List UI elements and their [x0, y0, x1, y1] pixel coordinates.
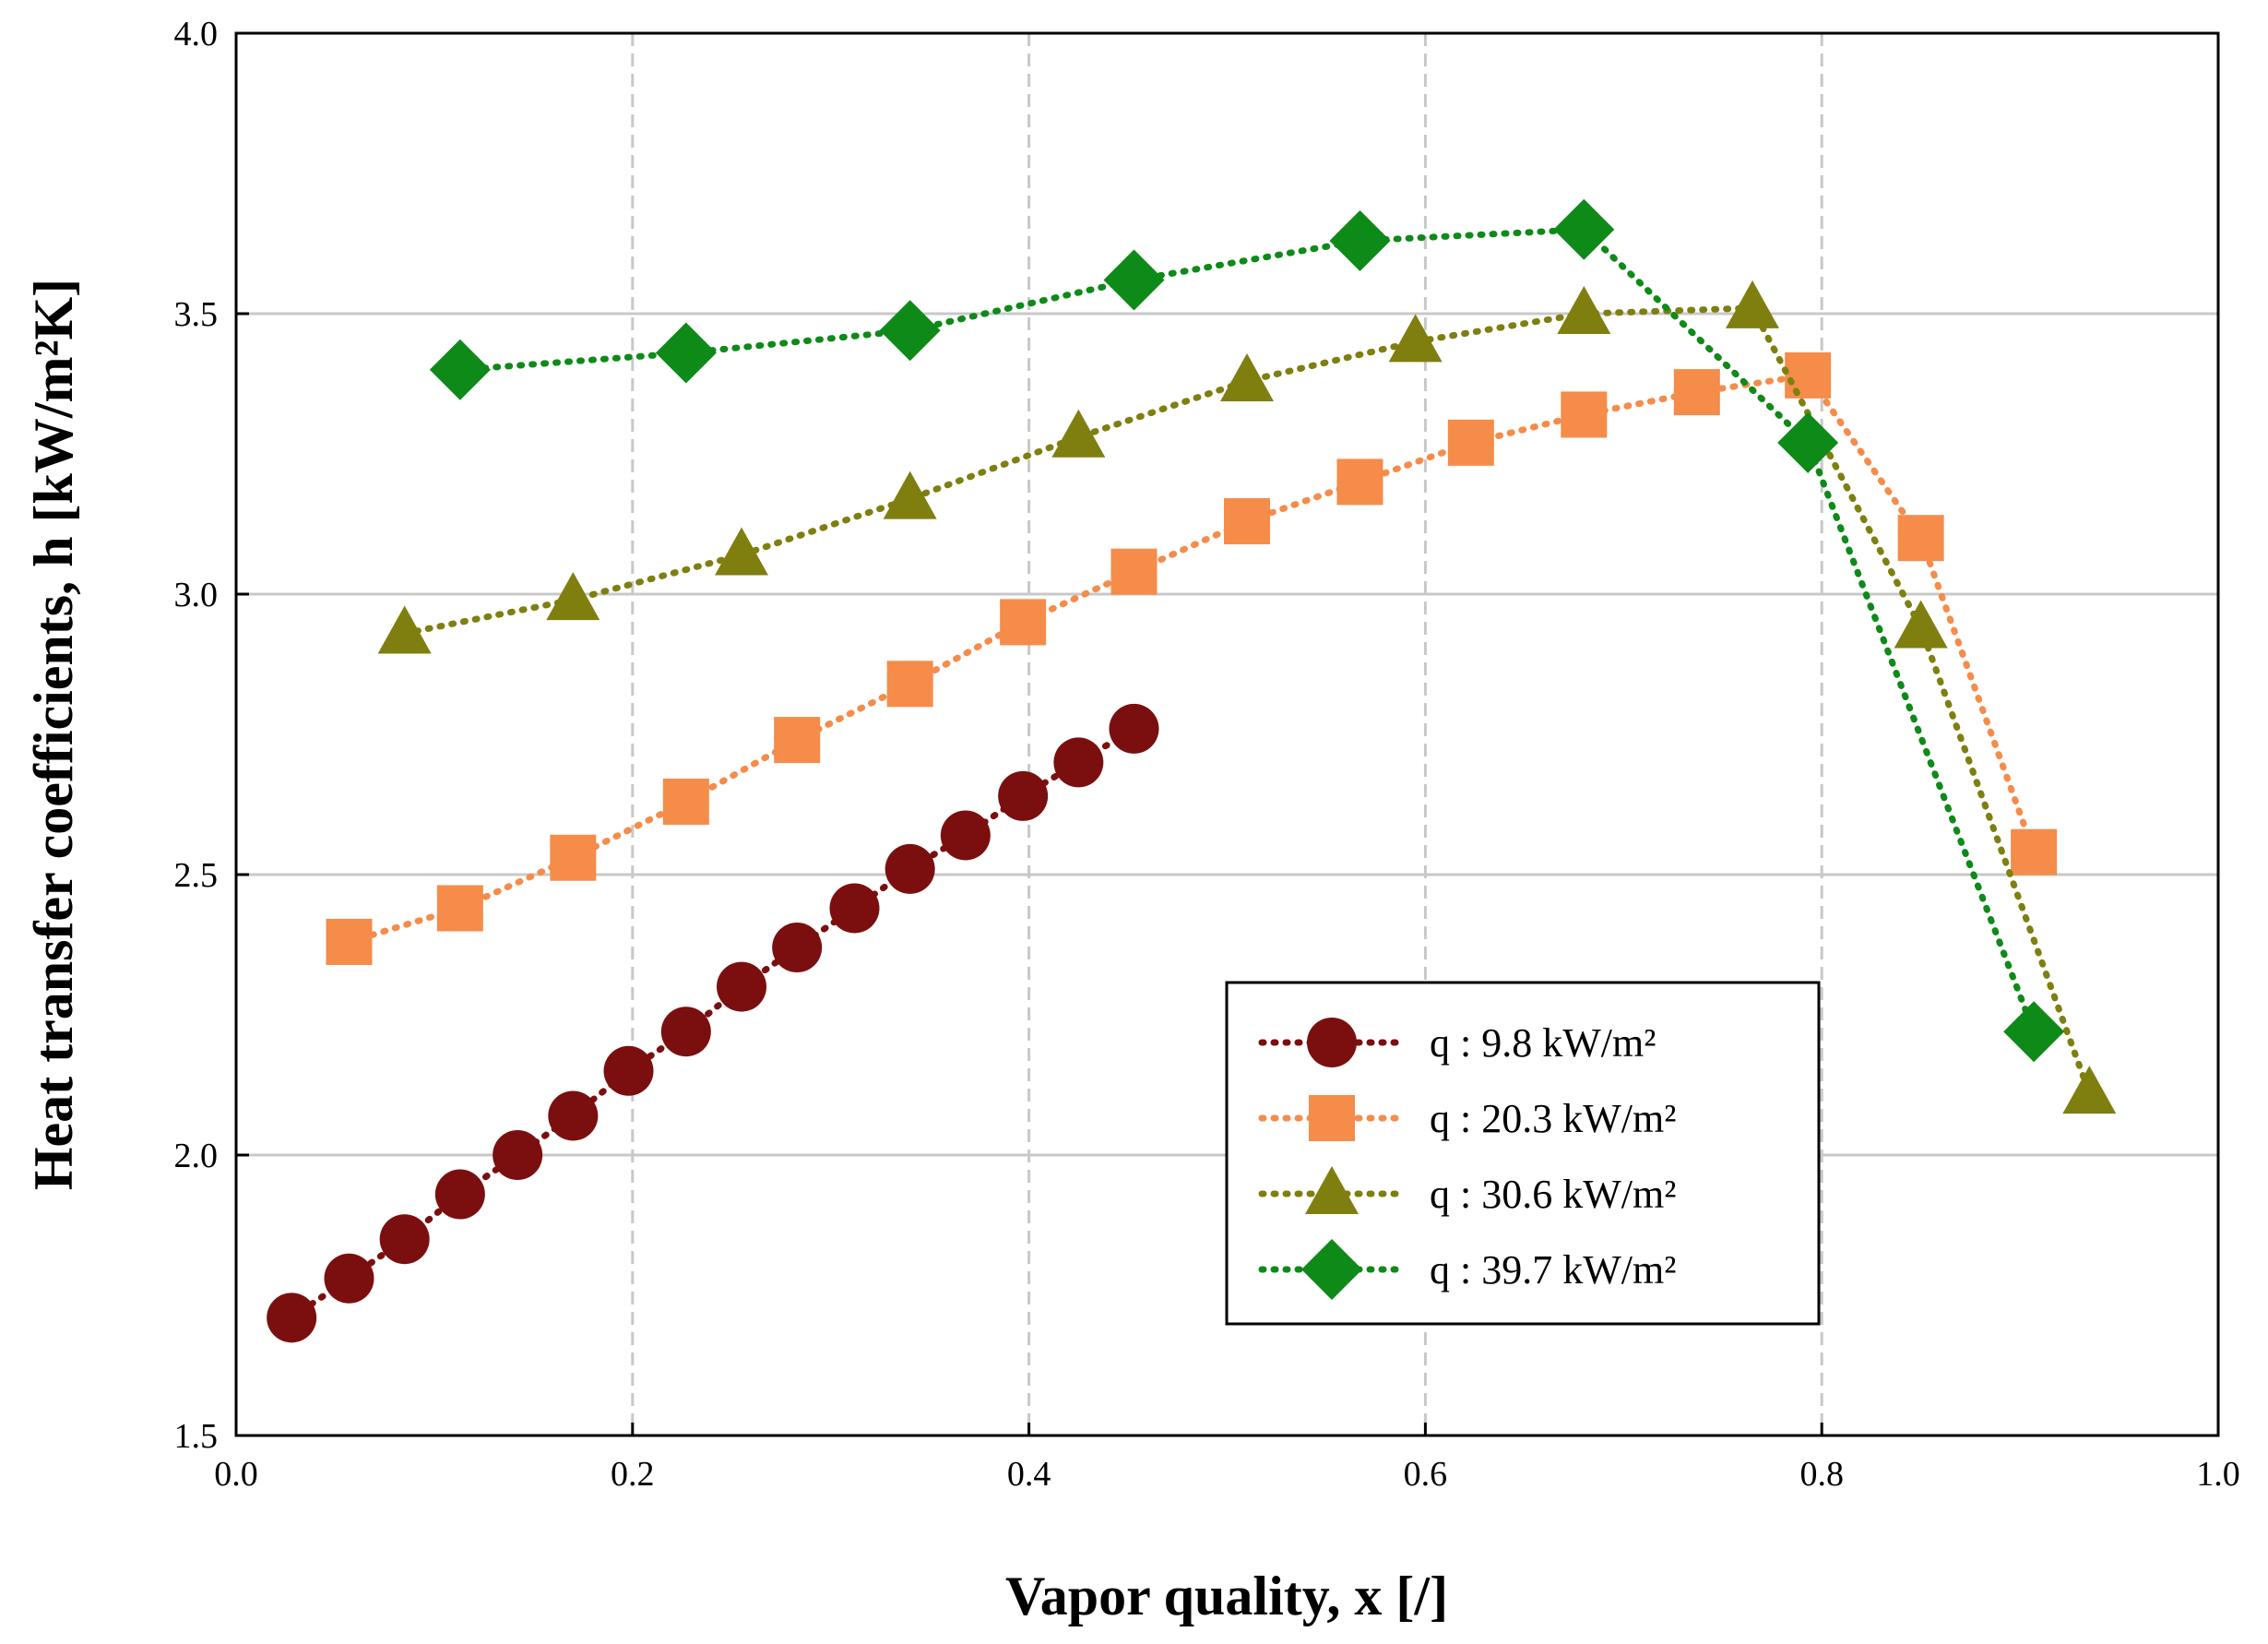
- legend-entry: q : 20.3 kW/m²: [1258, 1095, 1676, 1141]
- legend-marker: [1305, 1166, 1359, 1214]
- y-tick-label: 1.5: [174, 1417, 219, 1456]
- data-series: [267, 198, 2117, 1343]
- x-tick-label: 0.4: [1007, 1455, 1051, 1494]
- data-point: [1777, 411, 1839, 473]
- legend-label: q : 39.7 kW/m²: [1430, 1247, 1676, 1293]
- data-point: [546, 572, 600, 621]
- data-point: [1109, 703, 1159, 754]
- series-line: [288, 725, 1137, 1321]
- y-tick-label: 3.5: [174, 295, 219, 334]
- data-point: [326, 918, 373, 965]
- data-point: [829, 883, 880, 934]
- x-axis-title: Vapor quality, x [/]: [1005, 1566, 1448, 1626]
- legend-label: q : 9.8 kW/m²: [1430, 1020, 1656, 1066]
- legend-entry: q : 30.6 kW/m²: [1258, 1166, 1676, 1217]
- data-point: [886, 661, 933, 708]
- data-point: [2011, 828, 2058, 876]
- data-point: [1110, 548, 1158, 595]
- data-point: [1785, 351, 1832, 399]
- data-point: [2003, 1001, 2065, 1063]
- data-point: [436, 885, 483, 932]
- y-axis-title: Heat transfer coefficients, h [kW/m²K]: [23, 279, 84, 1190]
- x-tick-label: 0.2: [611, 1455, 655, 1494]
- y-tick-label: 3.0: [174, 576, 219, 614]
- legend-label: q : 20.3 kW/m²: [1430, 1096, 1676, 1141]
- data-point: [1553, 198, 1615, 260]
- data-point: [603, 1045, 654, 1096]
- data-point: [714, 527, 768, 576]
- data-point: [1103, 249, 1165, 311]
- data-point: [434, 1169, 485, 1220]
- data-point: [493, 1130, 543, 1180]
- data-point: [998, 770, 1049, 821]
- legend-label: q : 30.6 kW/m²: [1430, 1172, 1676, 1217]
- data-point: [379, 1214, 430, 1265]
- legend-marker: [1309, 1095, 1355, 1141]
- series-4: [429, 198, 2065, 1063]
- data-point: [1447, 419, 1494, 466]
- data-point: [1336, 459, 1383, 506]
- data-point: [1219, 352, 1274, 401]
- series-1: [267, 703, 1159, 1343]
- axis-ticks: 0.0 0.2 0.4 0.6 0.8 1.0 1.5 2.0 2.5 3.0 3.5 4.0: [174, 15, 2240, 1494]
- data-point: [716, 961, 766, 1012]
- data-point: [429, 339, 491, 400]
- x-tick-label: 1.0: [2196, 1455, 2240, 1494]
- data-point: [655, 322, 717, 384]
- data-point: [1557, 286, 1611, 334]
- data-point: [1223, 497, 1270, 544]
- y-tick-label: 2.0: [174, 1137, 219, 1175]
- data-point: [1053, 737, 1104, 788]
- data-point: [377, 605, 432, 654]
- data-point: [774, 717, 821, 764]
- data-point: [885, 843, 935, 894]
- legend: q : 9.8 kW/m² q : 20.3 kW/m² q : 30.6 kW/m…: [1225, 981, 1821, 1326]
- legend-marker: [1301, 1239, 1362, 1300]
- data-point: [1894, 600, 1948, 649]
- data-point: [2062, 1066, 2117, 1114]
- series-line: [345, 372, 2037, 946]
- data-point: [1561, 391, 1608, 438]
- data-point: [772, 923, 823, 973]
- legend-entry: q : 39.7 kW/m²: [1258, 1239, 1676, 1300]
- legend-marker: [1307, 1018, 1357, 1067]
- data-point: [660, 1007, 711, 1057]
- series-line: [457, 226, 2037, 1035]
- data-point: [1897, 515, 1944, 562]
- data-point: [1000, 599, 1047, 646]
- data-point: [1329, 209, 1391, 271]
- x-tick-label: 0.8: [1799, 1455, 1844, 1494]
- plot-frame: [234, 31, 2220, 1437]
- x-tick-label: 0.0: [214, 1455, 258, 1494]
- series-2: [326, 351, 2058, 965]
- legend-entry: q : 9.8 kW/m²: [1258, 1018, 1656, 1067]
- data-point: [1725, 280, 1779, 328]
- data-point: [548, 1090, 599, 1141]
- data-point: [662, 778, 709, 825]
- y-tick-label: 4.0: [174, 15, 219, 54]
- data-point: [550, 834, 597, 881]
- data-point: [940, 810, 991, 861]
- data-point: [1673, 369, 1720, 416]
- x-tick-label: 0.6: [1404, 1455, 1448, 1494]
- data-point: [879, 300, 941, 362]
- data-point: [324, 1253, 374, 1304]
- data-point: [1051, 409, 1106, 458]
- data-point: [883, 471, 937, 519]
- data-point: [1388, 314, 1443, 363]
- y-tick-label: 2.5: [174, 856, 219, 895]
- data-point: [267, 1293, 317, 1343]
